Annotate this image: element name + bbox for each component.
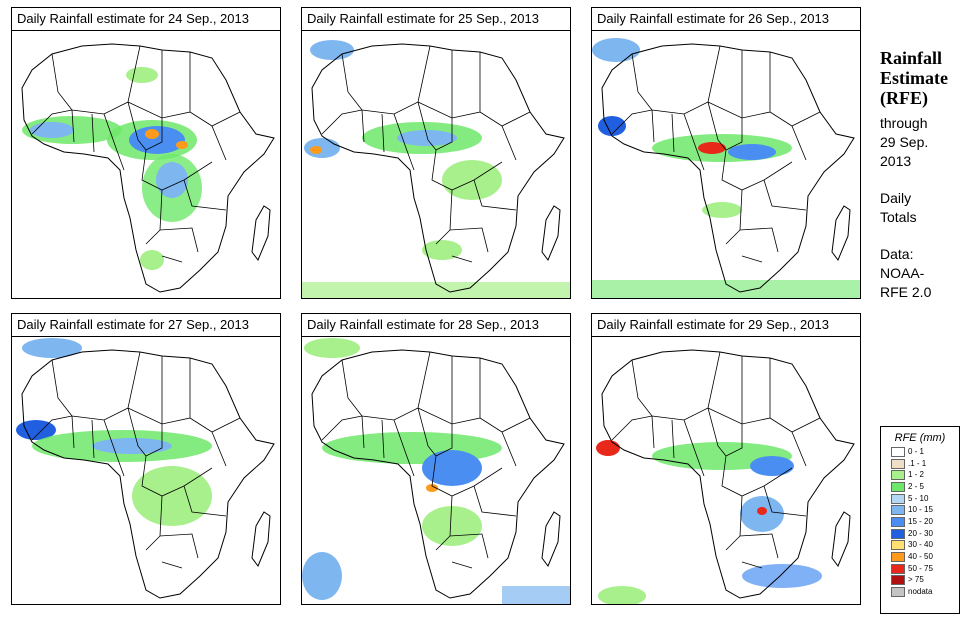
legend-label: nodata	[908, 587, 933, 597]
legend-label: 0 - 1	[908, 446, 925, 456]
caption-through-line: through	[880, 115, 928, 131]
legend-item: 30 - 40	[891, 540, 959, 552]
panel-title: Daily Rainfall estimate for 26 Sep., 201…	[592, 8, 860, 31]
rainfall-map	[12, 336, 280, 604]
caption-through-line: 2013	[880, 153, 912, 169]
legend-label: 10 - 15	[908, 505, 933, 515]
legend-item: 2 - 5	[891, 481, 959, 493]
map-panel-25-sep: Daily Rainfall estimate for 25 Sep., 201…	[301, 7, 571, 299]
legend-label: .1 - 1	[908, 458, 927, 468]
legend-label: 30 - 40	[908, 540, 933, 550]
caption-totals-line: Totals	[880, 209, 917, 225]
legend-swatch	[891, 563, 905, 574]
rainfall-map	[592, 30, 860, 298]
map-panel-28-sep: Daily Rainfall estimate for 28 Sep., 201…	[301, 313, 571, 605]
legend-swatch	[891, 587, 905, 598]
caption-data-line: NOAA-	[880, 265, 925, 281]
legend-item: 1 - 2	[891, 469, 959, 481]
legend-swatch	[891, 505, 905, 516]
legend-swatch	[891, 516, 905, 527]
legend-swatch	[891, 458, 905, 469]
rainfall-map	[592, 336, 860, 604]
legend-swatch	[891, 528, 905, 539]
legend-label: > 75	[908, 575, 924, 585]
map-panel-29-sep: Daily Rainfall estimate for 29 Sep., 201…	[591, 313, 861, 605]
legend-item: .1 - 1	[891, 458, 959, 470]
legend-label: 40 - 50	[908, 552, 933, 562]
map-panel-26-sep: Daily Rainfall estimate for 26 Sep., 201…	[591, 7, 861, 299]
panel-title: Daily Rainfall estimate for 24 Sep., 201…	[12, 8, 280, 31]
legend-swatch	[891, 493, 905, 504]
legend-item: 40 - 50	[891, 551, 959, 563]
legend-swatch	[891, 540, 905, 551]
legend-swatch	[891, 552, 905, 563]
panel-title: Daily Rainfall estimate for 29 Sep., 201…	[592, 314, 860, 337]
legend-item: 10 - 15	[891, 504, 959, 516]
legend-label: 15 - 20	[908, 516, 933, 526]
legend-swatch	[891, 481, 905, 492]
caption-data-line: RFE 2.0	[880, 284, 932, 300]
legend-item: 0 - 1	[891, 446, 959, 458]
legend-label: 5 - 10	[908, 493, 929, 503]
rainfall-map	[302, 336, 570, 604]
legend-item: 5 - 10	[891, 493, 959, 505]
legend-title: RFE (mm)	[894, 432, 946, 444]
caption-title-line: Rainfall	[880, 48, 943, 68]
panel-title: Daily Rainfall estimate for 25 Sep., 201…	[302, 8, 570, 31]
legend-item: > 75	[891, 575, 959, 587]
panel-title: Daily Rainfall estimate for 28 Sep., 201…	[302, 314, 570, 337]
legend-label: 20 - 30	[908, 528, 933, 538]
legend-label: 50 - 75	[908, 563, 933, 573]
caption-title-line: Estimate	[880, 68, 948, 88]
caption-through-line: 29 Sep.	[880, 134, 929, 150]
rainfall-map	[302, 30, 570, 298]
legend-swatch	[891, 446, 905, 457]
rainfall-map	[12, 30, 280, 298]
map-panel-24-sep: Daily Rainfall estimate for 24 Sep., 201…	[11, 7, 281, 299]
map-panel-27-sep: Daily Rainfall estimate for 27 Sep., 201…	[11, 313, 281, 605]
legend-item: nodata	[891, 586, 959, 598]
legend-swatch	[891, 575, 905, 586]
legend-label: 1 - 2	[908, 470, 925, 480]
legend-item: 15 - 20	[891, 516, 959, 528]
legend-item: 20 - 30	[891, 528, 959, 540]
panel-title: Daily Rainfall estimate for 27 Sep., 201…	[12, 314, 280, 337]
legend-item: 50 - 75	[891, 563, 959, 575]
side-caption: Rainfall Estimate (RFE) through 29 Sep. …	[880, 48, 964, 302]
caption-data-line: Data:	[880, 246, 914, 262]
legend-label: 2 - 5	[908, 481, 925, 491]
legend-swatch	[891, 470, 905, 481]
caption-title-line: (RFE)	[880, 88, 928, 108]
caption-totals-line: Daily	[880, 190, 912, 206]
